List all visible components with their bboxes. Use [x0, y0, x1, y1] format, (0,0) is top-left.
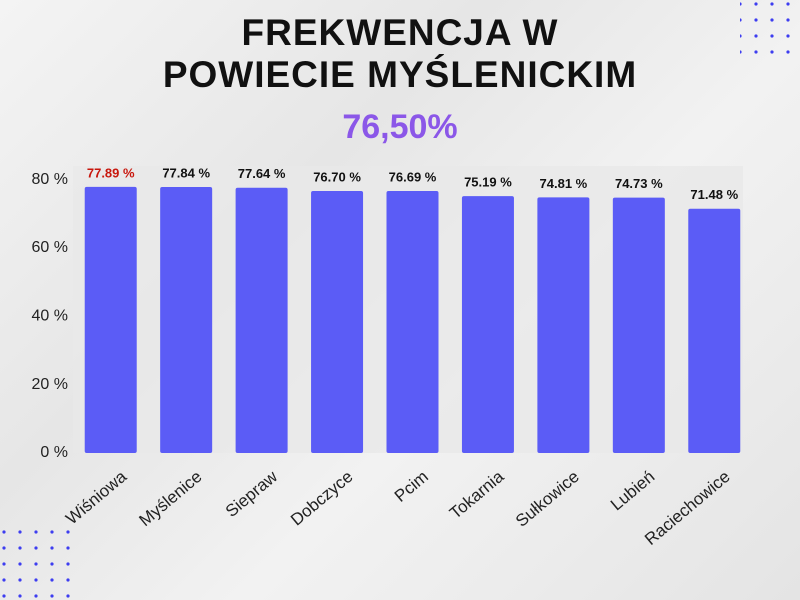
- x-tick-label: Myślenice: [135, 467, 205, 530]
- x-tick-label: Siepraw: [222, 466, 282, 520]
- chart-title: FREKWENCJA W POWIECIE MYŚLENICKIM: [162, 12, 638, 95]
- value-label: 76.70 %: [313, 169, 361, 184]
- bar: [84, 186, 137, 453]
- x-tick-label: Dobczyce: [287, 467, 356, 530]
- y-tick-label: 40 %: [32, 308, 68, 325]
- bar: [537, 197, 590, 453]
- x-tick-label: Tokarnia: [446, 467, 508, 523]
- decor-dots: [740, 0, 800, 60]
- bar: [461, 196, 514, 453]
- value-label: 74.73 %: [615, 176, 663, 191]
- value-label: 77.89 %: [87, 165, 135, 180]
- value-label: 71.48 %: [690, 187, 738, 202]
- bar: [235, 187, 288, 454]
- y-tick-label: 60 %: [32, 239, 68, 256]
- x-tick-label: Sułkowice: [512, 467, 583, 531]
- bar: [386, 190, 439, 453]
- y-tick-label: 80 %: [32, 171, 68, 188]
- bar: [160, 187, 213, 453]
- y-tick-label: 0 %: [40, 444, 68, 461]
- y-tick-label: 20 %: [32, 376, 68, 393]
- bar: [612, 197, 665, 453]
- value-label: 77.84 %: [162, 165, 210, 180]
- value-label: 77.64 %: [238, 166, 286, 181]
- bar: [688, 208, 741, 453]
- bar: [311, 190, 364, 454]
- x-tick-label: Lubień: [607, 467, 658, 514]
- value-label: 76.69 %: [389, 169, 437, 184]
- decor-dots: [0, 530, 80, 600]
- x-tick-label: Wiśniowa: [62, 467, 130, 529]
- x-tick-label: Pcim: [391, 467, 432, 506]
- value-label: 74.81 %: [540, 176, 588, 191]
- chart-subtitle: 76,50%: [342, 108, 458, 146]
- value-label: 75.19 %: [464, 175, 512, 190]
